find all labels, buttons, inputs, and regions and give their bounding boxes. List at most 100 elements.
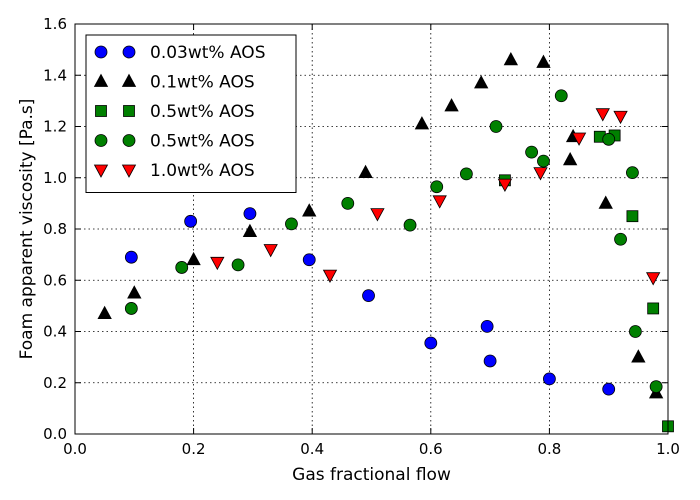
data-point [602,132,616,146]
legend-marker [93,73,109,87]
data-point [302,203,317,217]
data-point [430,180,444,194]
legend-entry: 1.0wt% AOS [93,161,255,181]
data-points [97,52,674,433]
data-point [243,207,257,221]
y-tick-label: 0.6 [43,271,67,289]
legend-entry: 0.5wt% AOS [95,102,255,122]
legend-entry: 0.5wt% AOS [94,132,255,152]
data-point [537,154,550,168]
y-tick-label: 0.4 [43,323,67,341]
data-point [647,302,660,315]
data-point [322,269,338,283]
legend-marker [121,164,137,178]
data-point [414,116,430,130]
y-axis-title: Foam apparent viscosity [Pa.s] [17,99,37,360]
data-point [263,244,278,258]
data-point [184,214,198,228]
y-tick-label: 0.8 [43,220,67,238]
data-point [231,258,245,272]
legend-marker [93,164,109,178]
data-point [503,52,519,66]
data-point [341,196,355,210]
data-point [459,167,473,181]
data-point [97,305,112,319]
series-3 [124,89,663,393]
data-point [358,164,373,179]
legend-marker [94,45,108,59]
data-point [595,108,610,122]
data-point [210,256,225,271]
data-point [562,151,578,166]
legend-marker [123,105,135,117]
data-point [598,195,613,209]
data-point [480,319,494,333]
data-point [489,120,503,133]
data-point [242,223,258,237]
legend-label: 0.5wt% AOS [150,102,255,122]
data-point [127,285,142,299]
data-point [124,250,138,264]
data-point [424,336,438,350]
data-point [186,251,201,266]
data-point [497,178,513,192]
data-point [525,145,539,159]
legend-marker [95,105,107,117]
data-point [432,195,447,209]
data-point [543,372,556,386]
legend-marker [94,134,108,147]
legend-label: 0.1wt% AOS [150,73,255,93]
y-tick-label: 1.0 [43,169,67,187]
data-point [626,210,639,223]
data-point [649,380,663,393]
data-point [646,272,661,286]
x-tick-label: 0.2 [182,440,206,458]
data-point [554,89,568,103]
y-tick-label: 1.4 [43,66,67,84]
y-tick-label: 1.2 [43,118,67,136]
legend-label: 1.0wt% AOS [150,161,255,181]
data-point [602,382,616,396]
legend: 0.03wt% AOS 0.1wt% AOS 0.5wt% AOS 0.5wt% AO… [85,34,297,193]
legend-marker [122,134,136,147]
data-point [631,349,646,363]
series-4 [210,108,661,286]
series-1 [97,52,664,399]
legend-label: 0.03wt% AOS [150,43,265,63]
x-tick-label: 0.8 [537,440,561,458]
data-point [613,110,628,125]
data-point [285,217,298,231]
data-point [370,208,385,222]
data-point [483,354,497,368]
data-point [124,302,138,315]
y-tick-label: 0.2 [43,374,67,392]
y-tick-label: 0.0 [43,425,67,443]
data-point [175,261,189,274]
legend-label: 0.5wt% AOS [150,132,255,152]
legend-entry: 0.03wt% AOS [94,43,265,63]
data-point [302,253,316,267]
x-axis-title: Gas fractional flow [292,465,451,485]
data-point [362,289,375,303]
data-point [536,54,551,68]
x-tick-label: 1.0 [656,440,680,458]
legend-marker [121,73,137,87]
data-point [571,132,587,146]
series-0 [124,207,616,396]
legend-box [85,34,297,193]
x-tick-label: 0.4 [300,440,324,458]
legend-marker [122,45,136,59]
data-point [628,325,642,338]
y-tick-label: 1.6 [43,15,67,33]
data-point [444,98,459,112]
data-point [533,167,548,181]
legend-entry: 0.1wt% AOS [93,73,255,93]
axis-ticks: 0.0 0.2 0.4 0.6 0.8 1.0 0.0 0.2 0.4 0.6 0.8 1.0 1.2 1… [43,15,680,458]
x-tick-label: 0.6 [419,440,443,458]
x-tick-label: 0.0 [63,440,87,458]
data-point [403,218,417,232]
data-point [626,166,639,180]
data-point [614,232,627,246]
data-point [474,75,489,89]
